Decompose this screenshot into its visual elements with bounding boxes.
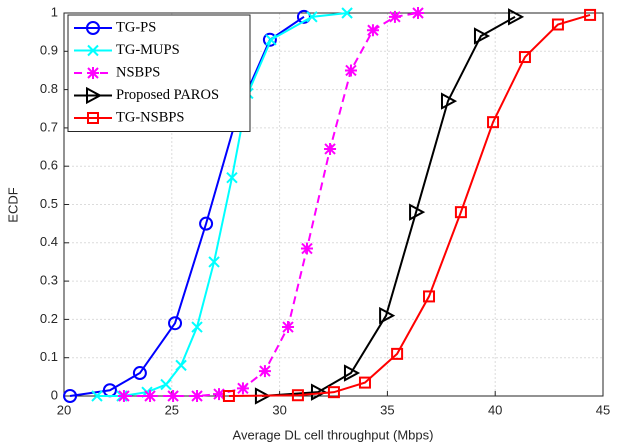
x-tick-label: 20 [57, 402, 71, 417]
marker [306, 11, 318, 23]
x-tick-label: 45 [596, 402, 610, 417]
marker [518, 51, 531, 64]
legend-marker [86, 21, 100, 35]
marker [167, 390, 180, 402]
marker [551, 18, 564, 31]
y-tick-label: 0.7 [40, 119, 58, 134]
marker [388, 10, 401, 23]
legend-marker [87, 112, 99, 124]
marker [391, 347, 404, 360]
marker [508, 8, 525, 26]
legend-marker [87, 44, 99, 57]
legend-marker [86, 86, 103, 105]
marker [341, 7, 353, 19]
x-tick-label: 35 [380, 402, 394, 417]
y-tick-label: 0.5 [40, 196, 58, 211]
y-tick-label: 0.2 [40, 311, 58, 326]
y-tick-label: 0.1 [40, 349, 58, 364]
marker [175, 359, 187, 372]
marker [258, 365, 271, 378]
marker [310, 383, 328, 401]
marker [226, 171, 238, 184]
marker [262, 32, 277, 47]
marker [117, 390, 130, 402]
y-tick-label: 1 [51, 4, 58, 19]
marker [454, 206, 467, 219]
legend-marker [87, 67, 99, 79]
marker [344, 64, 357, 77]
marker [409, 203, 426, 221]
marker [291, 389, 304, 402]
marker [160, 378, 172, 391]
x-tick-label: 30 [272, 402, 286, 417]
marker [358, 376, 371, 389]
series-line [96, 12, 348, 397]
series-line [228, 13, 591, 397]
y-tick-label: 0.9 [40, 43, 58, 58]
marker [327, 386, 340, 399]
marker [63, 389, 78, 403]
marker [584, 8, 597, 21]
marker [222, 390, 235, 402]
plot-frame [63, 12, 604, 397]
legend-label: TG-PS [116, 19, 156, 35]
series-line [261, 15, 516, 397]
marker [199, 216, 214, 231]
legend-label: TG-NSBPS [116, 109, 185, 125]
marker [236, 382, 249, 395]
x-tick-label: 25 [165, 402, 179, 417]
legend-label: TG-MUPS [116, 42, 180, 58]
marker [379, 306, 396, 325]
marker [423, 290, 436, 303]
y-tick-label: 0.8 [40, 81, 58, 96]
legend: TG-PS TG-MUPS NSBPS Proposed PAROS TG-NSBPS [67, 14, 251, 132]
marker [132, 366, 147, 381]
marker [191, 390, 204, 402]
y-tick-label: 0.6 [40, 158, 58, 173]
marker [191, 321, 203, 333]
legend-label: Proposed PAROS [116, 87, 219, 103]
marker [168, 316, 183, 331]
marker [324, 142, 337, 155]
marker [473, 27, 491, 45]
y-tick-label: 0.4 [40, 234, 58, 249]
legend-label: NSBPS [116, 64, 160, 80]
marker [282, 321, 295, 334]
marker [412, 7, 425, 19]
marker [265, 34, 277, 46]
marker [213, 388, 226, 401]
x-axis-label: Average DL cell throughput (Mbps) [233, 427, 434, 442]
y-tick-label: 0 [51, 387, 58, 402]
marker [343, 364, 361, 382]
marker [208, 256, 220, 268]
marker [487, 116, 500, 129]
y-tick-label: 0.3 [40, 273, 58, 288]
marker [144, 390, 157, 402]
x-tick-label: 40 [488, 402, 502, 417]
marker [91, 390, 103, 402]
y-axis-label: ECDF [5, 187, 20, 222]
marker [300, 242, 313, 255]
marker [440, 92, 458, 110]
marker [366, 24, 379, 37]
